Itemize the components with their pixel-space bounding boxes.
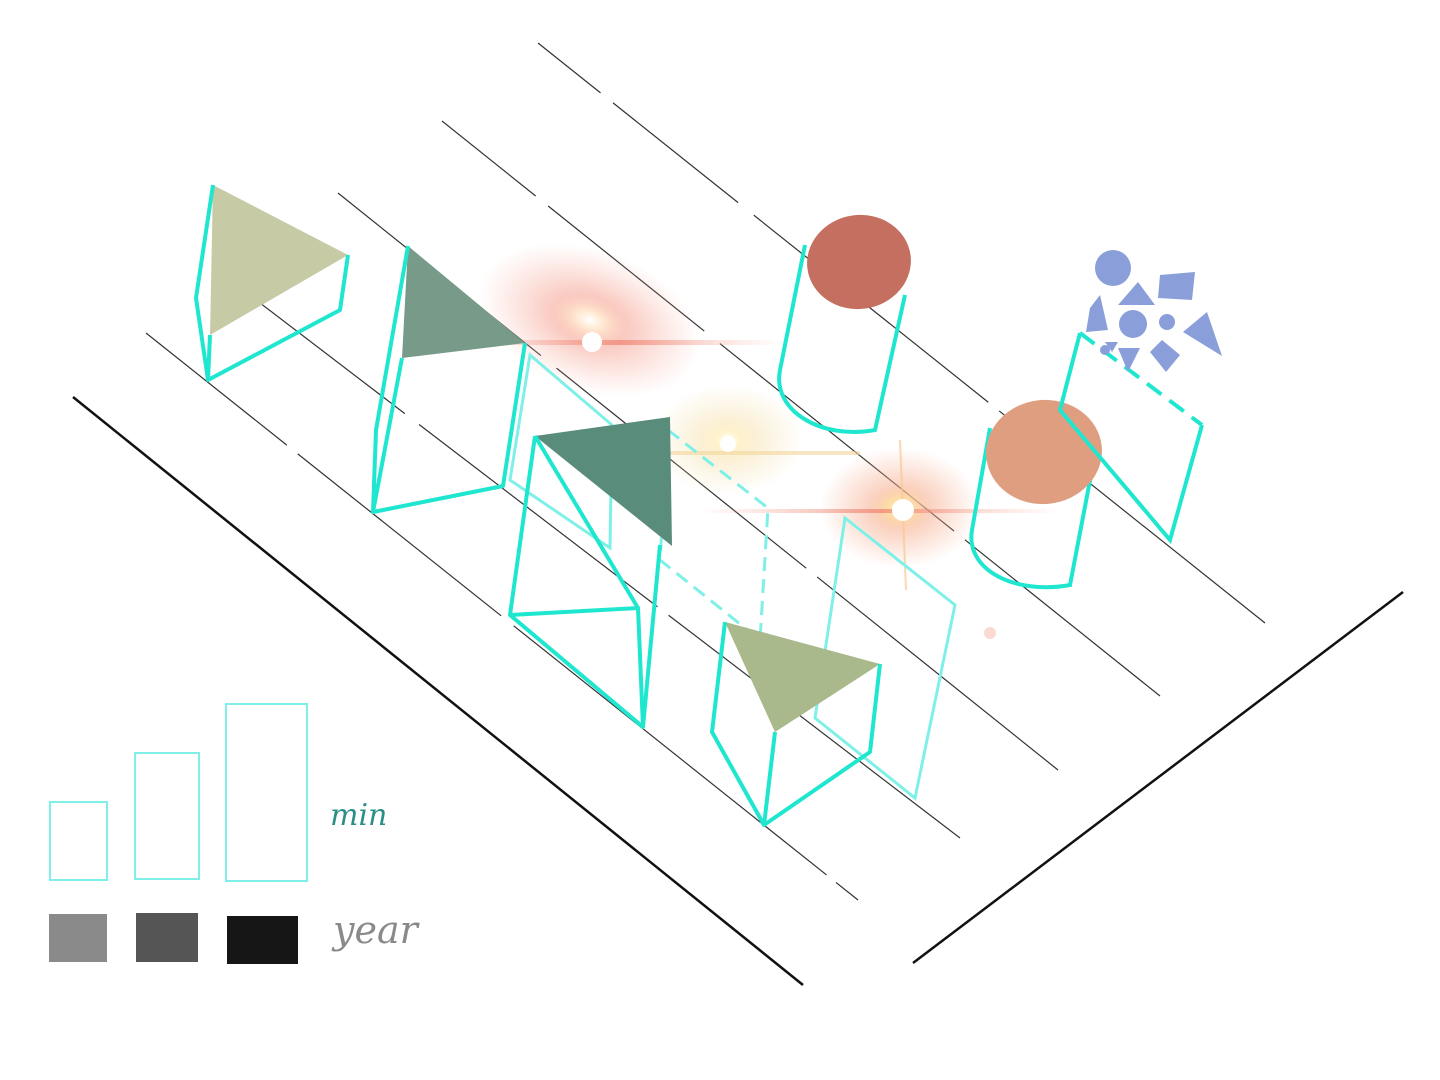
legend-shade-medium	[136, 913, 198, 962]
ground-line-right	[912, 591, 1404, 964]
cylinder-icon	[969, 399, 1102, 590]
light-flares	[460, 243, 1060, 639]
triangular-prism-icon	[194, 184, 350, 382]
triangular-prism-icon	[710, 621, 882, 827]
legend-size-bars	[49, 703, 308, 882]
track-line-1	[145, 332, 859, 901]
light-flare-icon	[653, 385, 860, 495]
legend-shade-label: year	[333, 908, 418, 952]
legend-shade-swatches	[49, 913, 298, 964]
shape-cluster-icon	[1086, 250, 1222, 372]
legend-size-label: min	[330, 798, 388, 833]
cylinder-icon	[777, 214, 911, 434]
ghost-frame-1	[508, 352, 614, 551]
ground-lines	[72, 396, 1404, 986]
legend-size-small	[49, 801, 108, 881]
legend-shade-dark	[227, 916, 298, 964]
triangular-prism-icon	[508, 417, 672, 729]
ground-line-left	[72, 396, 804, 986]
legend-shade-light	[49, 914, 107, 962]
cluster-frame	[1057, 331, 1204, 545]
track-line-2	[229, 279, 961, 839]
track-line-5	[537, 42, 1266, 624]
track-line-4	[441, 120, 1161, 697]
legend-size-large	[225, 703, 308, 882]
legend-size-medium	[134, 752, 200, 880]
triangular-prism-icon	[371, 245, 527, 514]
